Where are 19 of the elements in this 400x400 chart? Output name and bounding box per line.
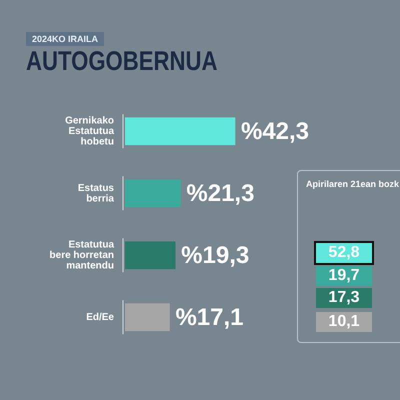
bar bbox=[125, 117, 236, 146]
data-label: %17,1 bbox=[175, 304, 244, 331]
text: Apirilaren 21ean bozk bbox=[306, 179, 400, 189]
data-label: %21,3 bbox=[186, 180, 254, 207]
text: 10,1 bbox=[316, 312, 372, 332]
text: 52,8 bbox=[316, 243, 372, 263]
data-label: %19,3 bbox=[181, 242, 250, 269]
bar bbox=[125, 241, 176, 270]
chart-title: AUTOGOBERNUA bbox=[26, 46, 218, 77]
text: 19,7 bbox=[316, 266, 372, 286]
y-tick-label: Gernikako Estatutua hobetu bbox=[65, 116, 114, 148]
bar bbox=[125, 179, 181, 208]
chart-subtitle: 2024KO IRAILA bbox=[26, 32, 104, 46]
y-tick-label: Estatus berria bbox=[78, 182, 114, 204]
text: 17,3 bbox=[316, 288, 372, 308]
data-label: %42,3 bbox=[240, 118, 310, 145]
y-tick-label: Estatutua bere horretan mantendu bbox=[50, 240, 114, 272]
y-tick-label: Ed/Ee bbox=[86, 312, 114, 323]
bar bbox=[125, 303, 170, 332]
